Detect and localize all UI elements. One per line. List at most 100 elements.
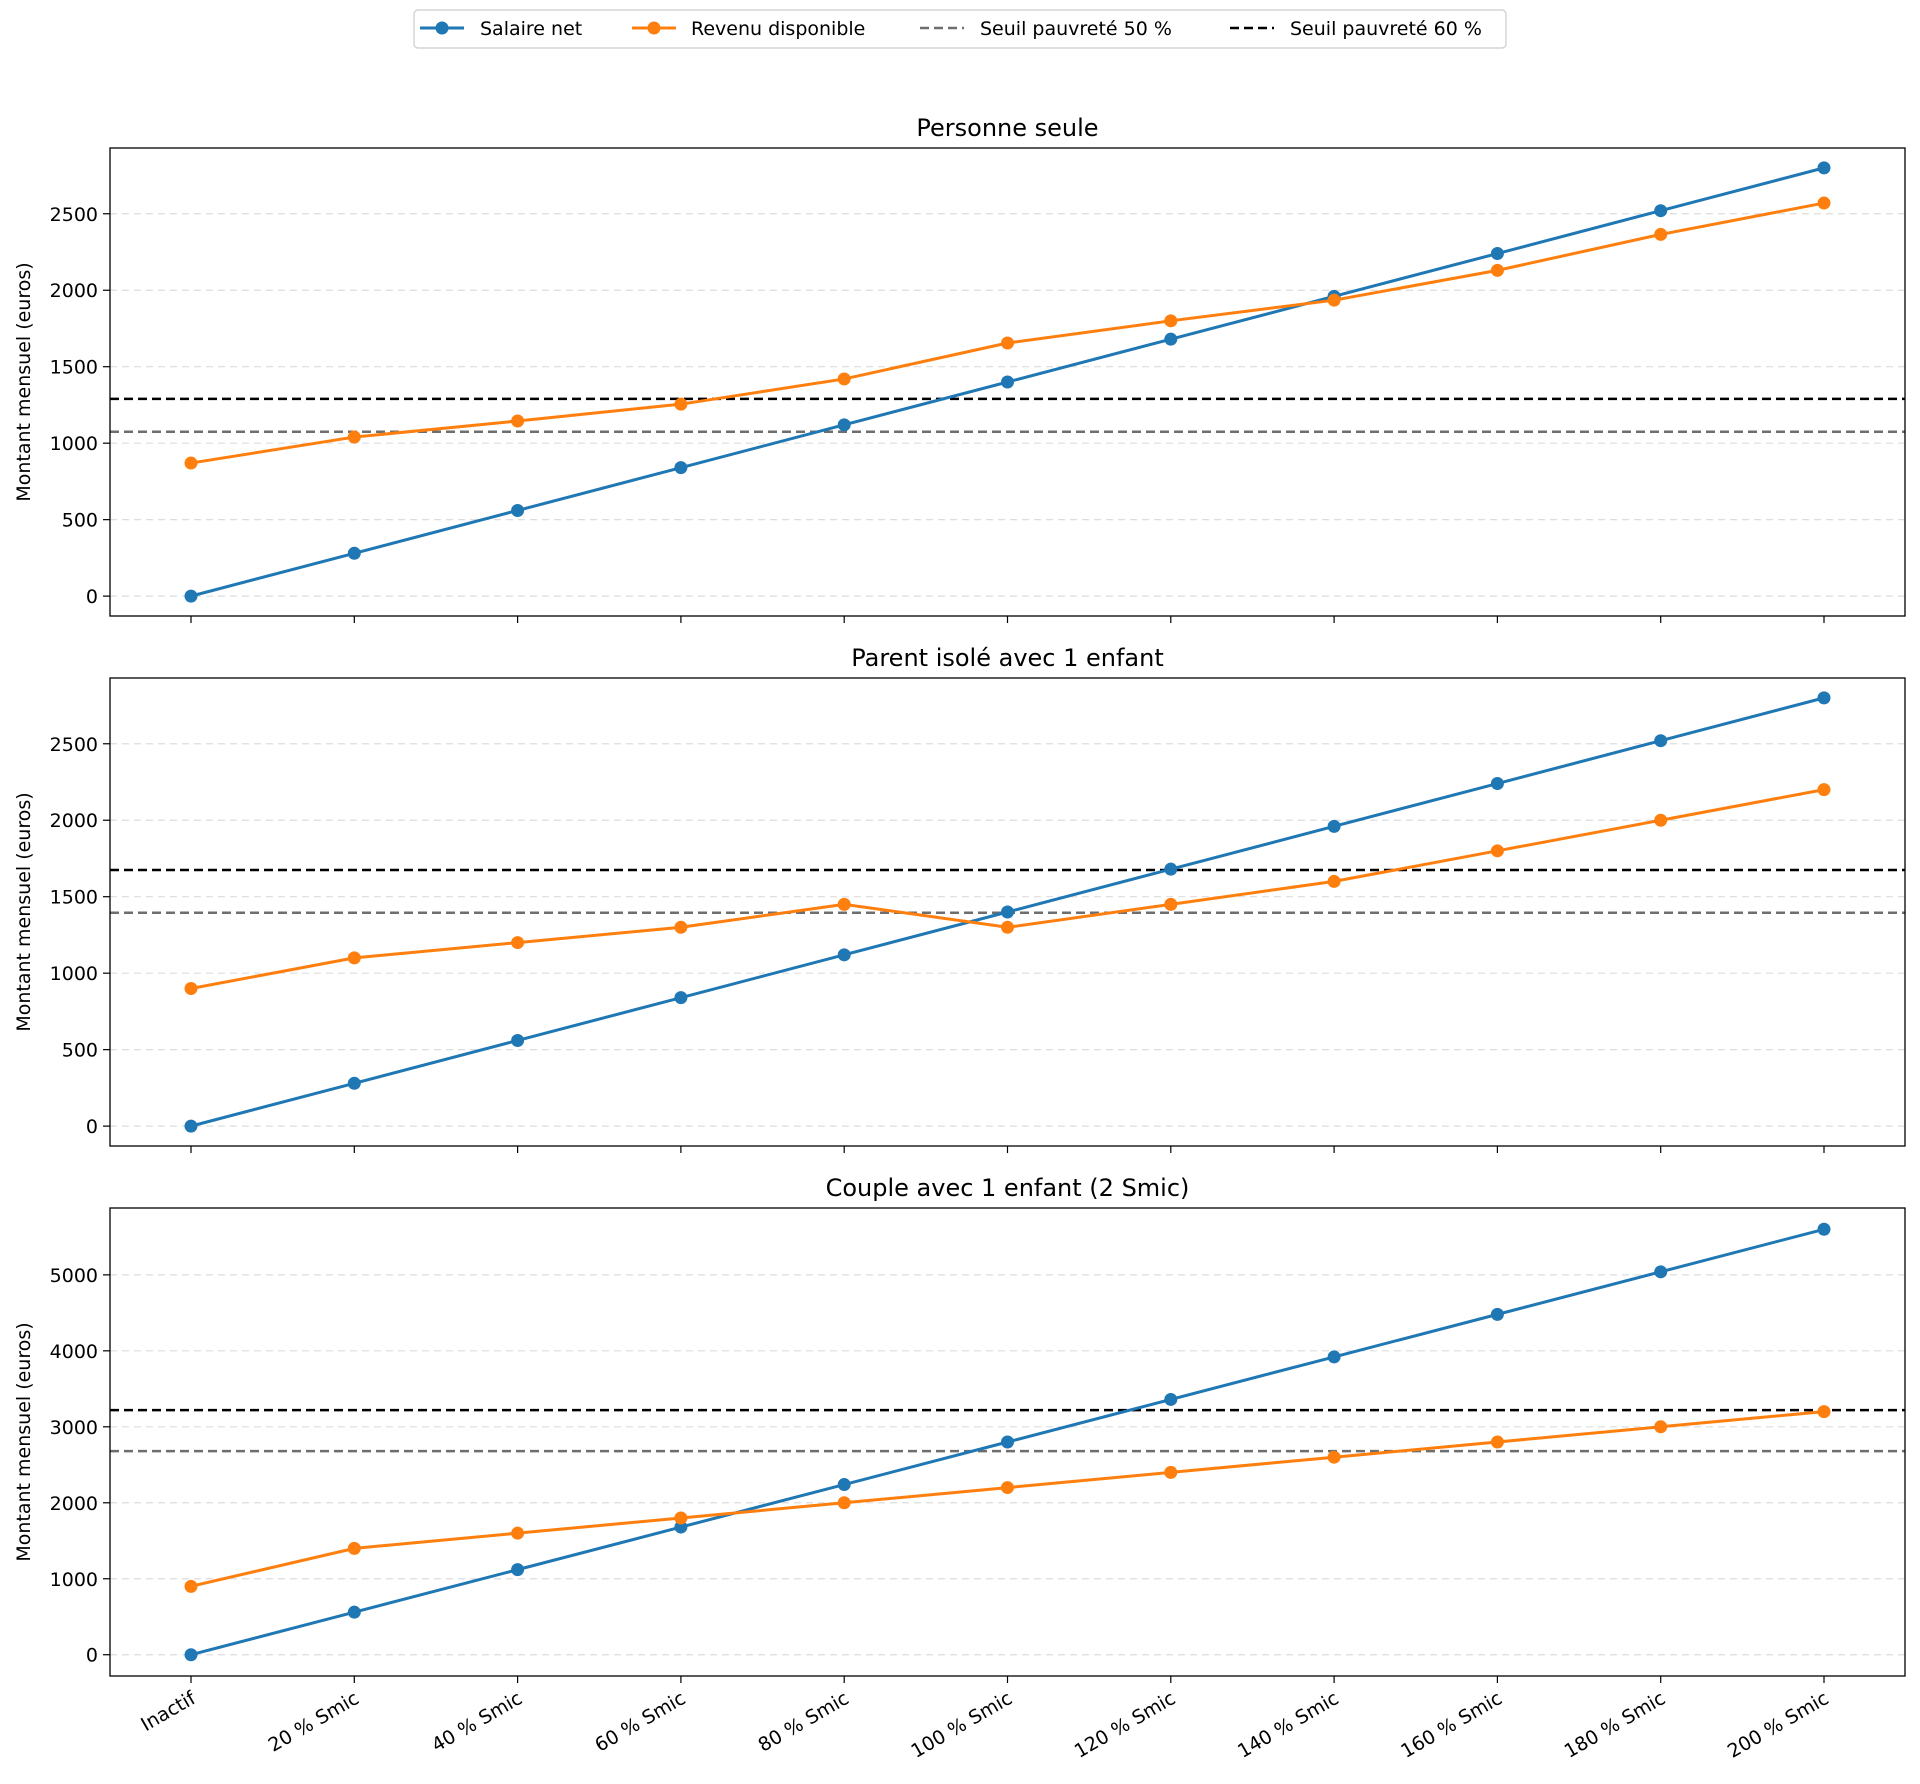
panel-title: Personne seule bbox=[916, 114, 1098, 142]
y-tick-label: 1500 bbox=[50, 357, 98, 379]
data-point bbox=[184, 981, 198, 995]
y-tick-label: 1000 bbox=[50, 963, 98, 985]
legend-frame bbox=[413, 9, 1507, 49]
data-point bbox=[511, 1033, 525, 1047]
data-point bbox=[1817, 691, 1831, 705]
data-point bbox=[1001, 920, 1014, 934]
data-point bbox=[1654, 1420, 1668, 1434]
data-point bbox=[347, 1541, 361, 1555]
data-point bbox=[1327, 874, 1341, 888]
data-point bbox=[1164, 314, 1178, 328]
data-point bbox=[511, 936, 525, 950]
panel-1: Personne seule Montant mensuel (euros) 0 50… bbox=[13, 114, 1906, 623]
y-tick-label: 3000 bbox=[50, 1417, 98, 1439]
data-point bbox=[347, 1076, 361, 1090]
data-point bbox=[511, 414, 525, 428]
legend-label: Seuil pauvreté 60 % bbox=[1290, 18, 1482, 40]
y-tick-label: 2000 bbox=[50, 1493, 98, 1515]
data-point bbox=[1001, 1481, 1014, 1495]
legend-label: Salaire net bbox=[480, 18, 582, 40]
y-tick-label: 2500 bbox=[50, 204, 98, 226]
legend: Salaire net Revenu disponible Seuil pauv… bbox=[413, 9, 1507, 49]
series-revenu-disponible bbox=[184, 1405, 1831, 1593]
data-point bbox=[1654, 734, 1668, 748]
data-point bbox=[511, 503, 525, 517]
data-point bbox=[837, 1478, 851, 1492]
data-point bbox=[1490, 844, 1504, 858]
data-point bbox=[837, 897, 851, 911]
data-point bbox=[837, 372, 851, 386]
y-tick-label: 4000 bbox=[50, 1341, 98, 1363]
data-point bbox=[347, 546, 361, 560]
data-point bbox=[1817, 1405, 1831, 1419]
data-point bbox=[674, 1520, 688, 1534]
data-point bbox=[837, 418, 851, 432]
data-point bbox=[1164, 862, 1178, 876]
data-point bbox=[837, 1496, 851, 1510]
series-revenu-disponible bbox=[184, 196, 1831, 470]
data-point bbox=[184, 456, 198, 470]
data-point bbox=[347, 1605, 361, 1619]
axes-frame bbox=[109, 677, 1906, 1147]
y-tick-label: 1000 bbox=[50, 1569, 98, 1591]
data-point bbox=[184, 1648, 198, 1662]
data-point bbox=[184, 589, 198, 603]
data-point bbox=[1654, 1265, 1668, 1279]
data-point bbox=[1001, 905, 1014, 919]
y-axis-label: Montant mensuel (euros) bbox=[13, 1322, 35, 1561]
data-point bbox=[1327, 293, 1341, 307]
series-salaire-net bbox=[184, 691, 1831, 1133]
data-point bbox=[1490, 777, 1504, 791]
data-point bbox=[1654, 813, 1668, 827]
data-point bbox=[347, 430, 361, 444]
data-point bbox=[674, 920, 688, 934]
data-point bbox=[347, 951, 361, 965]
data-point bbox=[1817, 783, 1831, 797]
data-point bbox=[674, 461, 688, 475]
data-point bbox=[511, 1563, 525, 1577]
y-axis-label: Montant mensuel (euros) bbox=[13, 792, 35, 1031]
data-point bbox=[674, 1511, 688, 1525]
data-point bbox=[1654, 204, 1668, 218]
data-point bbox=[184, 1119, 198, 1133]
data-point bbox=[1001, 375, 1014, 389]
y-tick-label: 2000 bbox=[50, 280, 98, 302]
data-point bbox=[1164, 1465, 1178, 1479]
data-point bbox=[1817, 1222, 1831, 1236]
panel-title: Parent isolé avec 1 enfant bbox=[851, 644, 1164, 672]
y-tick-label: 2500 bbox=[50, 734, 98, 756]
data-point bbox=[1817, 161, 1831, 175]
axes-frame bbox=[109, 1207, 1906, 1677]
y-tick-label: 1500 bbox=[50, 887, 98, 909]
y-tick-label: 5000 bbox=[50, 1265, 98, 1287]
y-tick-label: 0 bbox=[86, 586, 98, 608]
legend-swatch-marker bbox=[435, 21, 449, 35]
data-point bbox=[1327, 1450, 1341, 1464]
data-point bbox=[1490, 247, 1504, 261]
panels: Personne seule Montant mensuel (euros) 0 50… bbox=[13, 114, 1906, 1763]
data-point bbox=[1164, 1392, 1178, 1406]
y-tick-label: 500 bbox=[62, 510, 98, 532]
data-point bbox=[674, 991, 688, 1005]
y-tick-label: 1000 bbox=[50, 433, 98, 455]
legend-label: Seuil pauvreté 50 % bbox=[980, 18, 1172, 40]
data-point bbox=[1490, 1307, 1504, 1321]
data-point bbox=[837, 948, 851, 962]
data-point bbox=[674, 397, 688, 411]
y-tick-label: 0 bbox=[86, 1645, 98, 1667]
y-tick-label: 500 bbox=[62, 1040, 98, 1062]
panel-title: Couple avec 1 enfant (2 Smic) bbox=[826, 1174, 1190, 1202]
legend-label: Revenu disponible bbox=[691, 18, 865, 40]
data-point bbox=[1817, 196, 1831, 210]
y-tick-label: 2000 bbox=[50, 810, 98, 832]
data-point bbox=[1490, 1435, 1504, 1449]
series-salaire-net bbox=[184, 1222, 1831, 1662]
legend-entry-seuil-50: Seuil pauvreté 50 % bbox=[920, 18, 1172, 40]
legend-entry-seuil-60: Seuil pauvreté 60 % bbox=[1230, 18, 1482, 40]
legend-swatch-marker bbox=[647, 21, 661, 35]
data-point bbox=[1164, 332, 1178, 346]
data-point bbox=[1327, 1350, 1341, 1364]
y-tick-label: 0 bbox=[86, 1116, 98, 1138]
panel-2: Parent isolé avec 1 enfant Montant mensue… bbox=[13, 644, 1906, 1153]
